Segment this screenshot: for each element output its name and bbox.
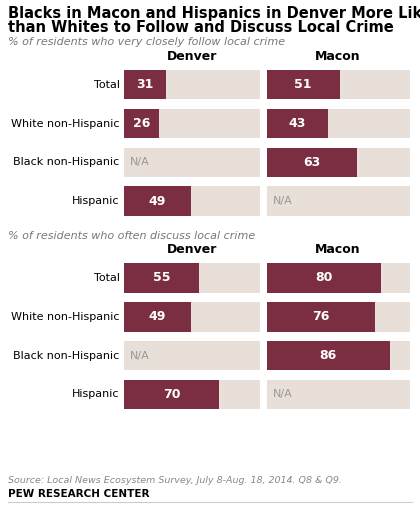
Text: than Whites to Follow and Discuss Local Crime: than Whites to Follow and Discuss Local … bbox=[8, 20, 394, 35]
Bar bbox=[267, 70, 339, 99]
Text: Blacks in Macon and Hispanics in Denver More Likely: Blacks in Macon and Hispanics in Denver … bbox=[8, 6, 420, 21]
Text: N/A: N/A bbox=[273, 196, 293, 206]
Bar bbox=[124, 380, 220, 409]
Text: Hispanic: Hispanic bbox=[72, 196, 120, 206]
Bar bbox=[267, 302, 375, 332]
Text: 70: 70 bbox=[163, 388, 181, 401]
Text: Black non-Hispanic: Black non-Hispanic bbox=[13, 157, 120, 167]
Bar bbox=[124, 148, 260, 177]
Bar bbox=[124, 70, 166, 99]
Bar bbox=[124, 302, 191, 332]
Bar bbox=[124, 341, 260, 370]
Text: Macon: Macon bbox=[315, 50, 361, 63]
Text: Source: Local News Ecosystem Survey, July 8-Aug. 18, 2014. Q8 & Q9.: Source: Local News Ecosystem Survey, Jul… bbox=[8, 476, 342, 484]
Bar bbox=[124, 380, 260, 409]
Text: 49: 49 bbox=[149, 195, 166, 208]
Bar bbox=[267, 302, 410, 332]
Bar bbox=[124, 302, 260, 332]
Bar bbox=[267, 341, 410, 370]
Bar bbox=[124, 186, 260, 216]
Text: Total: Total bbox=[94, 80, 120, 90]
Text: 31: 31 bbox=[136, 78, 154, 91]
Text: 49: 49 bbox=[149, 310, 166, 323]
Bar bbox=[124, 263, 199, 293]
Text: Macon: Macon bbox=[315, 243, 361, 256]
Text: White non-Hispanic: White non-Hispanic bbox=[11, 312, 120, 322]
Text: White non-Hispanic: White non-Hispanic bbox=[11, 119, 120, 128]
Text: % of residents who often discuss local crime: % of residents who often discuss local c… bbox=[8, 231, 256, 240]
Bar bbox=[267, 148, 357, 177]
Bar bbox=[267, 341, 389, 370]
Bar bbox=[267, 186, 410, 216]
Bar bbox=[267, 109, 328, 138]
Text: N/A: N/A bbox=[130, 351, 150, 361]
Bar bbox=[267, 263, 410, 293]
Bar bbox=[267, 148, 410, 177]
Text: N/A: N/A bbox=[273, 390, 293, 399]
Bar bbox=[267, 70, 410, 99]
Text: Black non-Hispanic: Black non-Hispanic bbox=[13, 351, 120, 361]
Text: 86: 86 bbox=[320, 349, 337, 362]
Bar bbox=[124, 70, 260, 99]
Text: 51: 51 bbox=[294, 78, 312, 91]
Text: 80: 80 bbox=[315, 271, 333, 284]
Text: Total: Total bbox=[94, 273, 120, 283]
Bar bbox=[124, 186, 191, 216]
Bar bbox=[124, 109, 260, 138]
Text: Denver: Denver bbox=[167, 243, 217, 256]
Bar bbox=[124, 263, 260, 293]
Text: 76: 76 bbox=[312, 310, 330, 323]
Text: % of residents who very closely follow local crime: % of residents who very closely follow l… bbox=[8, 37, 286, 47]
Text: Hispanic: Hispanic bbox=[72, 390, 120, 399]
Bar bbox=[124, 109, 160, 138]
Text: 55: 55 bbox=[153, 271, 170, 284]
Bar bbox=[267, 109, 410, 138]
Text: PEW RESEARCH CENTER: PEW RESEARCH CENTER bbox=[8, 489, 150, 499]
Text: 43: 43 bbox=[289, 117, 306, 130]
Bar bbox=[267, 263, 381, 293]
Text: 63: 63 bbox=[303, 156, 320, 169]
Text: Denver: Denver bbox=[167, 50, 217, 63]
Text: N/A: N/A bbox=[130, 157, 150, 167]
Text: 26: 26 bbox=[133, 117, 150, 130]
Bar bbox=[267, 380, 410, 409]
